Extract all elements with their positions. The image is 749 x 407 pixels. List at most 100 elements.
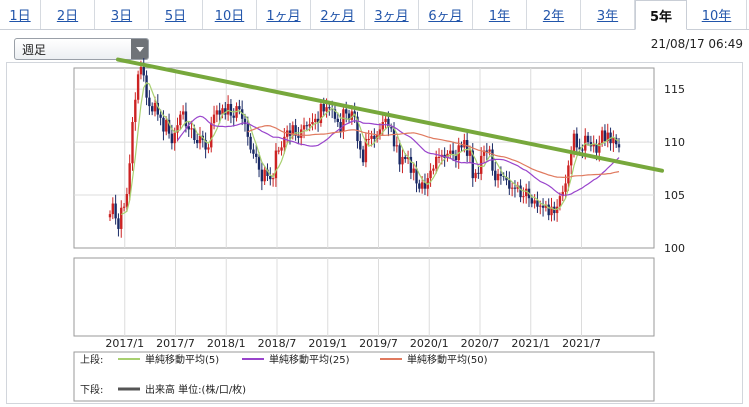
candle-body [502,176,505,178]
candle [215,105,219,123]
chart-period-select[interactable]: 週足 [14,38,149,60]
candle-body [181,111,185,115]
candle-body [111,203,115,215]
candle-body [614,137,618,145]
candle [502,172,505,181]
candle [586,132,590,146]
candle-body [454,154,458,161]
candle [207,143,210,154]
candle [120,200,123,238]
candle [294,118,297,141]
candle [460,141,463,152]
tab-1年[interactable]: 1年 [473,0,527,29]
ma50-line [247,124,620,179]
candle-body [142,66,145,76]
candle-body [179,114,182,126]
candle [280,141,283,156]
tab-2ヶ月[interactable]: 2ヶ月 [311,0,365,29]
volume-panel [73,257,655,337]
candle-body [418,183,421,189]
candle [367,130,370,146]
tab-1日[interactable]: 1日 [0,0,41,29]
ma25-line [177,115,620,196]
candle-body [333,109,337,119]
candle-body [117,218,120,229]
tab-10年[interactable]: 10年 [687,0,747,29]
candle [524,183,528,204]
x-tick-label: 2018/1 [207,337,246,350]
candle-body [159,114,162,118]
candle [131,117,134,171]
candle-body [572,133,576,154]
candle-body [297,135,300,138]
candle-body [255,153,258,157]
candle-body [519,185,522,198]
candle-body [300,129,303,138]
candle-body [294,125,297,136]
tab-2年[interactable]: 2年 [527,0,581,29]
candle-body [204,140,207,150]
candle-body [210,123,213,148]
trendline [116,57,664,173]
candle [148,90,151,115]
candle-body [561,191,564,197]
candle-body [550,206,553,216]
period-tab-bar: 1日 2日 3日 5日 10日 1ヶ月 2ヶ月 3ヶ月 6ヶ月 1年 2年 3年 5年 10年 [0,0,749,30]
candle [232,108,235,127]
candle-body [575,133,579,148]
candle [564,174,567,199]
candle [510,182,514,197]
candle [311,113,314,131]
candle-body [499,173,503,176]
candle [359,133,362,159]
candle-body [589,142,593,147]
candle-body [488,149,491,152]
candle-body [367,138,370,140]
candle-body [342,109,345,132]
candle-body [578,147,581,150]
tab-3ヶ月[interactable]: 3ヶ月 [365,0,419,29]
candle [550,197,553,222]
tab-3年[interactable]: 3年 [581,0,635,29]
candle-body [384,118,387,122]
candle-body [207,147,210,150]
x-tick-label: 2017/7 [156,337,195,350]
candle-body [404,156,407,160]
tab-10日[interactable]: 10日 [203,0,257,29]
tab-1ヶ月[interactable]: 1ヶ月 [257,0,311,29]
candle-body [592,144,595,147]
candle-body [139,66,143,75]
candle-body [381,122,384,130]
candle-body [131,122,134,164]
candle [415,161,418,193]
candle [114,194,117,225]
tab-2日[interactable]: 2日 [41,0,95,29]
tab-5日[interactable]: 5日 [149,0,203,29]
candle-body [541,205,545,208]
candle-body [165,119,168,132]
candle-body [471,150,474,179]
candle-body [429,170,432,179]
candle-body [187,126,190,130]
candle-body [190,128,193,130]
y-tick-label: 100 [664,242,685,255]
candle-body [435,156,438,169]
candle-body [536,200,539,207]
tab-6ヶ月[interactable]: 6ヶ月 [419,0,473,29]
candle-body [378,129,382,135]
candle-body [606,132,609,142]
candle [252,143,255,159]
candle-body [246,124,249,137]
candle-body [415,168,418,184]
candle-body [544,204,548,208]
candle-body [522,196,525,198]
tab-5年[interactable]: 5年 [635,0,687,30]
candle [401,149,404,174]
tab-3日[interactable]: 3日 [95,0,149,29]
candle [519,179,522,203]
candle [260,162,264,191]
candle-body [145,75,148,98]
legend-box [73,351,655,402]
ma5-line [120,82,620,216]
candle-body [232,115,235,118]
